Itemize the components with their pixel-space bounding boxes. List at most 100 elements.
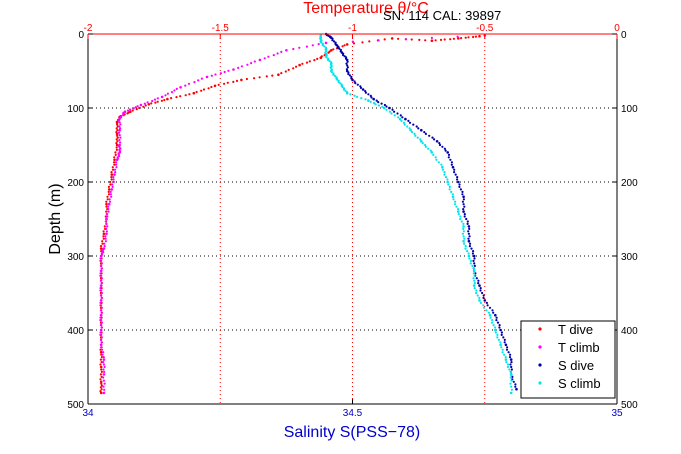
data-point [143,102,146,105]
legend-marker [538,327,542,331]
data-point [478,34,481,38]
data-point [510,388,513,391]
data-point [128,108,132,111]
data-point [505,348,509,351]
data-point [462,239,465,243]
data-point [99,358,102,361]
data-point [179,95,182,98]
data-point [465,217,468,221]
data-point [472,284,476,287]
data-point [103,388,106,391]
data-point [115,142,118,145]
data-point [461,200,464,203]
data-point [457,210,460,213]
data-point [441,165,444,169]
data-point [374,103,377,106]
data-point [351,78,354,82]
data-point [451,193,454,196]
data-point [235,79,239,82]
data-point [105,200,108,203]
data-point [508,368,511,371]
data-point [443,147,446,150]
data-point [99,254,103,258]
data-point [509,363,512,366]
data-point [438,143,442,147]
data-point [109,190,112,193]
data-point [110,173,114,176]
data-point [106,195,109,198]
data-point [321,44,324,47]
data-point [393,110,396,113]
data-point [160,95,164,99]
data-point [109,180,112,184]
data-point [105,217,108,221]
data-point [434,156,437,159]
data-point [115,163,118,166]
data-point [156,100,159,103]
data-point [108,200,112,203]
data-point [463,215,466,218]
data-point [457,213,460,216]
data-point [385,105,388,108]
data-point [483,299,487,302]
data-point [473,257,476,260]
data-point [470,247,473,250]
data-point [319,56,323,59]
data-point [403,123,406,126]
data-point [494,328,497,332]
data-point [494,331,497,334]
data-point [458,183,461,186]
data-point [214,73,217,76]
data-point [456,176,459,179]
data-point [100,336,103,339]
data-point [447,183,450,186]
data-point [106,198,109,201]
data-point [100,356,103,359]
data-point [320,41,323,44]
data-point [99,272,102,275]
data-point [509,370,513,373]
data-point [284,70,287,73]
data-point [475,291,478,295]
data-point [100,321,103,324]
data-point [327,51,330,54]
data-point [202,88,206,91]
data-point [343,55,346,58]
data-point [131,109,134,112]
data-point [404,117,407,121]
data-point [502,336,505,339]
data-point [354,82,357,85]
data-point [393,114,396,117]
data-point [435,140,439,143]
data-point [210,74,213,77]
data-point [370,96,373,99]
data-point [132,107,135,110]
data-point [496,336,499,339]
series-s-climb [319,34,513,395]
data-point [102,232,106,236]
data-point [509,358,513,361]
data-point [490,321,494,324]
data-point [382,106,386,110]
data-point [462,208,465,211]
data-point [118,134,121,137]
data-point [99,284,103,287]
data-point [99,279,102,282]
data-point [107,208,110,211]
data-point [99,264,102,267]
data-point [351,40,354,43]
data-point [462,227,465,230]
x-bottom-tick-label: 34 [82,408,94,419]
data-point [105,210,108,213]
data-point [115,121,119,125]
data-point [514,385,517,388]
data-point [367,99,370,102]
data-point [99,301,102,304]
data-point [345,91,349,95]
data-point [462,195,465,199]
data-point [468,235,471,238]
data-point [388,106,391,110]
data-point [104,240,107,243]
data-point [397,116,400,119]
data-point [466,250,469,253]
